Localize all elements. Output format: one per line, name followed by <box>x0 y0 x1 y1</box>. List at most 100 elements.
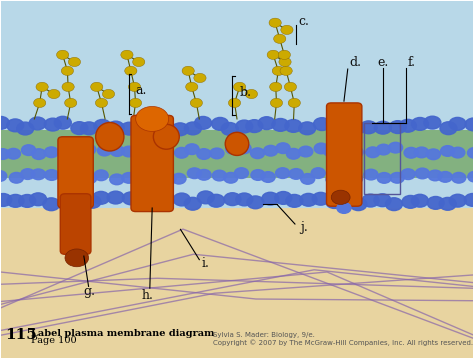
Circle shape <box>55 116 71 129</box>
Circle shape <box>136 107 169 131</box>
FancyBboxPatch shape <box>327 103 362 206</box>
Circle shape <box>275 168 290 178</box>
Circle shape <box>133 57 145 66</box>
Circle shape <box>246 89 257 99</box>
Circle shape <box>323 146 337 156</box>
Text: i.: i. <box>201 257 210 270</box>
Circle shape <box>122 192 139 205</box>
Circle shape <box>286 148 301 159</box>
Circle shape <box>272 66 284 75</box>
Circle shape <box>280 66 292 75</box>
Circle shape <box>210 148 224 159</box>
Circle shape <box>69 168 83 179</box>
Circle shape <box>428 170 442 181</box>
Circle shape <box>336 197 353 210</box>
Circle shape <box>73 146 87 157</box>
Circle shape <box>390 172 404 183</box>
Circle shape <box>314 143 328 154</box>
Circle shape <box>197 149 211 159</box>
Circle shape <box>157 120 174 132</box>
Circle shape <box>82 144 96 155</box>
Circle shape <box>226 144 240 154</box>
Circle shape <box>71 122 88 135</box>
Circle shape <box>273 34 286 43</box>
Circle shape <box>281 25 293 34</box>
Circle shape <box>402 195 419 208</box>
Text: f.: f. <box>408 56 416 69</box>
Text: g.: g. <box>84 285 96 298</box>
Circle shape <box>182 66 194 75</box>
Circle shape <box>61 66 73 75</box>
Circle shape <box>440 122 457 135</box>
Text: 115: 115 <box>5 328 36 342</box>
Circle shape <box>300 194 317 206</box>
Circle shape <box>269 18 281 27</box>
Circle shape <box>326 196 343 209</box>
Circle shape <box>197 169 211 180</box>
Circle shape <box>338 148 352 158</box>
Circle shape <box>6 148 20 159</box>
Circle shape <box>288 98 301 108</box>
Circle shape <box>94 170 108 181</box>
Circle shape <box>360 121 377 134</box>
Circle shape <box>7 195 24 207</box>
Circle shape <box>64 98 77 108</box>
Circle shape <box>366 147 380 158</box>
Circle shape <box>190 98 202 108</box>
Circle shape <box>389 142 402 153</box>
Circle shape <box>234 168 248 178</box>
Circle shape <box>72 191 88 204</box>
Circle shape <box>400 119 416 132</box>
Circle shape <box>65 249 89 267</box>
Circle shape <box>121 50 133 60</box>
Text: Page 100: Page 100 <box>31 336 76 345</box>
Circle shape <box>313 118 330 131</box>
Circle shape <box>261 172 275 182</box>
Text: Label plasma membrane diagram: Label plasma membrane diagram <box>31 329 214 338</box>
Circle shape <box>208 194 225 207</box>
Circle shape <box>185 144 199 154</box>
Circle shape <box>278 50 291 60</box>
Circle shape <box>9 172 24 183</box>
Circle shape <box>128 82 141 92</box>
Text: j.: j. <box>301 221 309 234</box>
Circle shape <box>449 117 466 130</box>
Circle shape <box>236 193 253 206</box>
Circle shape <box>467 148 474 158</box>
Circle shape <box>162 173 176 184</box>
Circle shape <box>364 169 378 180</box>
Circle shape <box>258 117 275 130</box>
Circle shape <box>236 120 253 133</box>
Circle shape <box>424 116 441 129</box>
FancyBboxPatch shape <box>131 115 173 211</box>
Circle shape <box>427 196 444 209</box>
Circle shape <box>246 120 263 132</box>
Circle shape <box>36 82 48 92</box>
Circle shape <box>17 122 34 135</box>
Circle shape <box>172 123 189 136</box>
Circle shape <box>84 195 101 208</box>
Circle shape <box>224 193 241 206</box>
Circle shape <box>147 196 164 209</box>
Circle shape <box>411 117 428 130</box>
Circle shape <box>250 148 264 159</box>
Circle shape <box>0 116 9 129</box>
Circle shape <box>337 202 351 213</box>
Ellipse shape <box>154 124 179 149</box>
Circle shape <box>122 173 136 183</box>
Circle shape <box>376 144 391 155</box>
Circle shape <box>173 193 190 206</box>
Circle shape <box>279 57 291 66</box>
Circle shape <box>172 173 186 184</box>
Circle shape <box>468 171 474 182</box>
Circle shape <box>289 169 303 179</box>
Circle shape <box>251 170 265 180</box>
Circle shape <box>59 145 73 155</box>
Circle shape <box>337 117 354 130</box>
Text: h.: h. <box>142 289 154 302</box>
Circle shape <box>122 146 136 157</box>
Text: b.: b. <box>239 86 251 99</box>
Circle shape <box>32 149 46 159</box>
Circle shape <box>276 143 290 154</box>
Circle shape <box>102 89 115 99</box>
